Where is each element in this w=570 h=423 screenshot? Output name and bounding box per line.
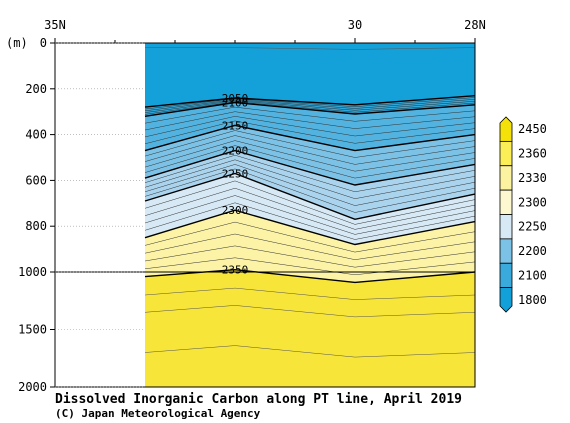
contour-label-2100: 2100 <box>222 97 249 110</box>
fine-contour-line <box>144 154 476 193</box>
fine-contour-lines <box>144 47 476 358</box>
colorbar-segment <box>499 116 513 142</box>
contour-label-2250: 2250 <box>222 168 249 181</box>
x-axis: 35N 30 28N <box>44 18 486 44</box>
contour-label-2200: 2200 <box>222 145 249 158</box>
major-contour-lines <box>144 95 476 284</box>
colorbar-label: 2360 <box>518 147 547 161</box>
fine-contour-line <box>144 99 476 112</box>
fine-contour-line <box>144 180 476 225</box>
fine-contour-line <box>144 164 476 206</box>
fine-contour-line <box>144 233 476 260</box>
y-tick-label: 0 <box>40 36 47 50</box>
y-tick-label: 600 <box>25 173 47 187</box>
fine-contour-line <box>144 159 476 199</box>
fine-contour-line <box>144 168 476 213</box>
y-tick-label: 2000 <box>18 380 47 394</box>
fine-contour-line <box>144 100 476 113</box>
colorbar-segment <box>499 140 513 167</box>
fine-contour-line <box>144 140 476 172</box>
major-contour-2100 <box>144 101 476 117</box>
fill-layer-2150-2200 <box>145 125 475 185</box>
fine-contour-line <box>144 345 476 358</box>
chart-title: Dissolved Inorganic Carbon along PT line… <box>55 392 462 407</box>
y-axis-label: (m) <box>6 36 28 50</box>
colorbar-segment <box>499 287 513 313</box>
colorbar-label: 1800 <box>518 293 547 307</box>
y-tick-label: 1500 <box>18 323 47 337</box>
fine-contour-line <box>145 47 476 50</box>
colorbar-label: 2450 <box>518 122 547 136</box>
colorbar-label: 2300 <box>518 195 547 209</box>
contour-label-2350: 2350 <box>222 264 249 277</box>
major-contour-2050 <box>144 95 476 108</box>
major-contour-2350 <box>144 268 476 284</box>
fine-contour-line <box>144 257 476 276</box>
colorbar: 2450 2360 2330 2300 2250 2200 2100 1800 <box>499 116 547 313</box>
fine-contour-line <box>144 187 476 230</box>
fine-contour-line <box>144 106 476 124</box>
colorbar-label: 2330 <box>518 171 547 185</box>
y-tick-label: 200 <box>25 82 47 96</box>
fine-contour-line <box>144 101 476 115</box>
x-tick-label: 28N <box>464 18 486 32</box>
colorbar-segment <box>499 165 513 191</box>
x-tick-label: 30 <box>348 18 362 32</box>
y-tick-label: 400 <box>25 128 47 142</box>
contour-fill-layers <box>145 43 475 387</box>
x-tick-label: 35N <box>44 18 66 32</box>
fine-contour-line <box>144 195 476 235</box>
chart-credit: (C) Japan Meteorological Agency <box>55 407 261 420</box>
colorbar-label: 2200 <box>518 244 547 258</box>
fine-contour-line <box>144 145 476 179</box>
y-axis: 0 200 400 600 800 1000 1500 2000 <box>18 36 145 394</box>
contour-label-2150: 2150 <box>222 119 249 132</box>
colorbar-segment <box>499 214 513 240</box>
colorbar-segment <box>499 238 513 264</box>
major-contour-2250 <box>144 172 476 221</box>
fine-contour-line <box>144 130 476 158</box>
fine-contour-line <box>144 202 476 240</box>
fine-contour-line <box>144 305 476 318</box>
fine-contour-line <box>144 116 476 138</box>
fine-contour-line <box>144 245 476 268</box>
major-contour-2150 <box>144 124 476 152</box>
fine-contour-line <box>144 221 476 253</box>
fine-contour-line <box>144 111 476 131</box>
contour-label-2300: 2300 <box>222 204 249 217</box>
contour-label-2050: 2050 <box>222 92 249 105</box>
colorbar-label: 2100 <box>518 268 547 282</box>
y-tick-label: 1000 <box>18 265 47 279</box>
major-contour-2200 <box>144 149 476 186</box>
fine-contour-line <box>144 120 476 145</box>
colorbar-segment <box>499 262 513 289</box>
fill-layer-2200-2250 <box>145 150 475 220</box>
fill-layer-2350-bottom <box>145 269 475 387</box>
fine-contour-line <box>144 287 476 300</box>
colorbar-segment <box>499 189 513 215</box>
fine-contour-line <box>144 97 476 110</box>
major-contour-2300 <box>144 209 476 246</box>
fine-contour-line <box>144 135 476 165</box>
y-tick-label: 800 <box>25 219 47 233</box>
fill-layer-surface-2050 <box>145 43 475 108</box>
colorbar-label: 2250 <box>518 220 547 234</box>
fill-layer-2300-2350 <box>145 210 475 283</box>
